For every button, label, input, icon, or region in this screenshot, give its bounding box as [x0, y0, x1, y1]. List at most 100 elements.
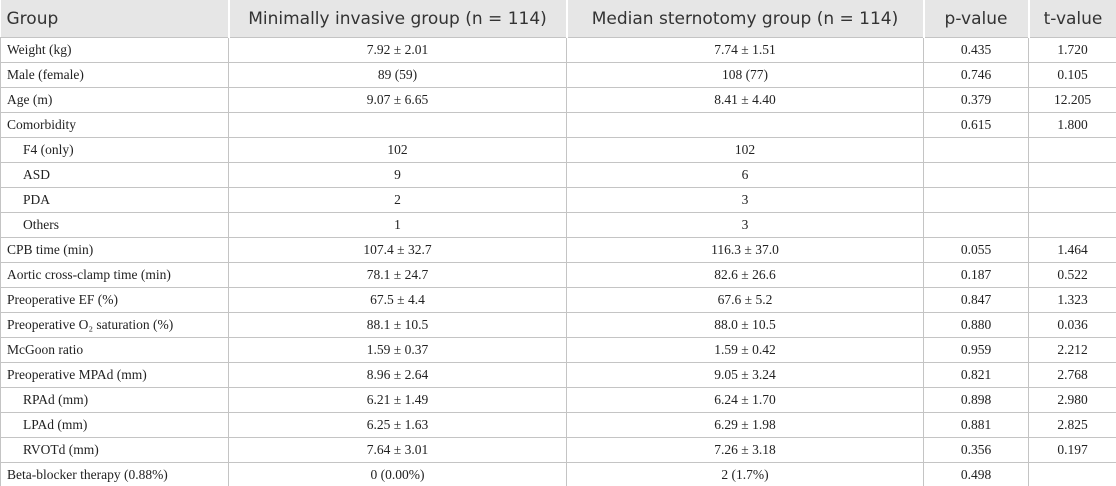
table-cell: 67.5 ± 4.4	[228, 287, 567, 313]
table-cell: 0.898	[923, 387, 1029, 413]
table-row: ASD 9 6	[0, 162, 1116, 188]
row-label: Male (female)	[0, 62, 229, 88]
table-cell: 0.821	[923, 362, 1029, 388]
header-cell: Median sternotomy group (n = 114)	[565, 0, 924, 38]
table-cell: 2 (1.7%)	[566, 462, 924, 486]
table-row: Preoperative EF (%) 67.5 ± 4.4 67.6 ± 5.2 0…	[0, 287, 1116, 313]
table-cell	[1028, 137, 1116, 163]
table-cell: 0.055	[923, 237, 1029, 263]
row-label: Others	[0, 212, 229, 238]
row-label: F4 (only)	[0, 137, 229, 163]
table-cell: 12.205	[1028, 87, 1116, 113]
table-row: Preoperative O₂ saturation (%) 88.1 ± 10.…	[0, 312, 1116, 338]
table-cell: 0.880	[923, 312, 1029, 338]
table-cell: 8.96 ± 2.64	[228, 362, 567, 388]
table-cell: 6.24 ± 1.70	[566, 387, 924, 413]
table-cell: 9	[228, 162, 567, 188]
row-label: Preoperative MPAd (mm)	[0, 362, 229, 388]
table-cell: 88.0 ± 10.5	[566, 312, 924, 338]
table-cell: 2.768	[1028, 362, 1116, 388]
table-row: LPAd (mm) 6.25 ± 1.63 6.29 ± 1.98 0.881 2.82…	[0, 412, 1116, 438]
row-label: RVOTd (mm)	[0, 437, 229, 463]
table-cell: 82.6 ± 26.6	[566, 262, 924, 288]
row-label: LPAd (mm)	[0, 412, 229, 438]
table-cell: 0.498	[923, 462, 1029, 486]
table-cell: 6.21 ± 1.49	[228, 387, 567, 413]
table-cell: 8.41 ± 4.40	[566, 87, 924, 113]
table-cell: 6.29 ± 1.98	[566, 412, 924, 438]
table-cell: 0.435	[923, 37, 1029, 63]
header-row: Group Minimally invasive group (n = 114) M…	[0, 0, 1116, 38]
table-cell	[228, 112, 567, 138]
table-cell: 9.07 ± 6.65	[228, 87, 567, 113]
table-cell	[1028, 187, 1116, 213]
table-cell: 1.800	[1028, 112, 1116, 138]
table-cell: 1.720	[1028, 37, 1116, 63]
table-cell: 3	[566, 212, 924, 238]
table-cell	[1028, 462, 1116, 486]
table-cell: 0.197	[1028, 437, 1116, 463]
table-cell: 6.25 ± 1.63	[228, 412, 567, 438]
table-row: Male (female) 89 (59) 108 (77) 0.746 0.105	[0, 62, 1116, 88]
row-label: Age (m)	[0, 87, 229, 113]
table-row: Weight (kg) 7.92 ± 2.01 7.74 ± 1.51 0.435 1.…	[0, 37, 1116, 63]
table-cell: 0.187	[923, 262, 1029, 288]
table-cell	[923, 162, 1029, 188]
table-cell: 0.959	[923, 337, 1029, 363]
table-cell: 108 (77)	[566, 62, 924, 88]
table-cell: 102	[228, 137, 567, 163]
table-cell: 78.1 ± 24.7	[228, 262, 567, 288]
table-cell: 0.615	[923, 112, 1029, 138]
table-cell: 0 (0.00%)	[228, 462, 567, 486]
row-label: Beta-blocker therapy (0.88%)	[0, 462, 229, 486]
table-cell: 1	[228, 212, 567, 238]
table-cell: 2.212	[1028, 337, 1116, 363]
row-label: PDA	[0, 187, 229, 213]
table-cell: 1.464	[1028, 237, 1116, 263]
table-row: RVOTd (mm) 7.64 ± 3.01 7.26 ± 3.18 0.356 0.1…	[0, 437, 1116, 463]
row-label: Weight (kg)	[0, 37, 229, 63]
row-label: Preoperative EF (%)	[0, 287, 229, 313]
row-label: Preoperative O₂ saturation (%)	[0, 312, 229, 338]
table-cell: 2.825	[1028, 412, 1116, 438]
table-row: RPAd (mm) 6.21 ± 1.49 6.24 ± 1.70 0.898 2.98…	[0, 387, 1116, 413]
table-cell	[566, 112, 924, 138]
table-cell: 2.980	[1028, 387, 1116, 413]
table-cell: 0.036	[1028, 312, 1116, 338]
table-cell: 7.74 ± 1.51	[566, 37, 924, 63]
table-cell	[923, 212, 1029, 238]
table-cell	[1028, 212, 1116, 238]
table-row: Others 1 3	[0, 212, 1116, 238]
table-cell: 67.6 ± 5.2	[566, 287, 924, 313]
table-cell: 107.4 ± 32.7	[228, 237, 567, 263]
header-cell: t-value	[1027, 0, 1116, 38]
header-cell: Group	[0, 0, 229, 38]
table-cell: 89 (59)	[228, 62, 567, 88]
header-cell: p-value	[922, 0, 1029, 38]
table-cell: 1.323	[1028, 287, 1116, 313]
row-label: ASD	[0, 162, 229, 188]
table-row: Age (m) 9.07 ± 6.65 8.41 ± 4.40 0.379 12.205	[0, 87, 1116, 113]
table-row: CPB time (min) 107.4 ± 32.7 116.3 ± 37.0 0.…	[0, 237, 1116, 263]
table-cell: 0.746	[923, 62, 1029, 88]
table-row: F4 (only) 102 102	[0, 137, 1116, 163]
table-cell: 0.356	[923, 437, 1029, 463]
table-cell: 0.847	[923, 287, 1029, 313]
table-cell: 1.59 ± 0.42	[566, 337, 924, 363]
row-label: Comorbidity	[0, 112, 229, 138]
table-cell: 7.64 ± 3.01	[228, 437, 567, 463]
row-label: CPB time (min)	[0, 237, 229, 263]
table-cell	[923, 187, 1029, 213]
table-row: Aortic cross-clamp time (min) 78.1 ± 24.7…	[0, 262, 1116, 288]
table-cell: 1.59 ± 0.37	[228, 337, 567, 363]
table-cell: 9.05 ± 3.24	[566, 362, 924, 388]
header-cell: Minimally invasive group (n = 114)	[227, 0, 567, 38]
table-cell	[1028, 162, 1116, 188]
table-row: PDA 2 3	[0, 187, 1116, 213]
table-cell: 7.26 ± 3.18	[566, 437, 924, 463]
table-cell: 88.1 ± 10.5	[228, 312, 567, 338]
table-cell: 0.881	[923, 412, 1029, 438]
table-row: McGoon ratio 1.59 ± 0.37 1.59 ± 0.42 0.959 2…	[0, 337, 1116, 363]
